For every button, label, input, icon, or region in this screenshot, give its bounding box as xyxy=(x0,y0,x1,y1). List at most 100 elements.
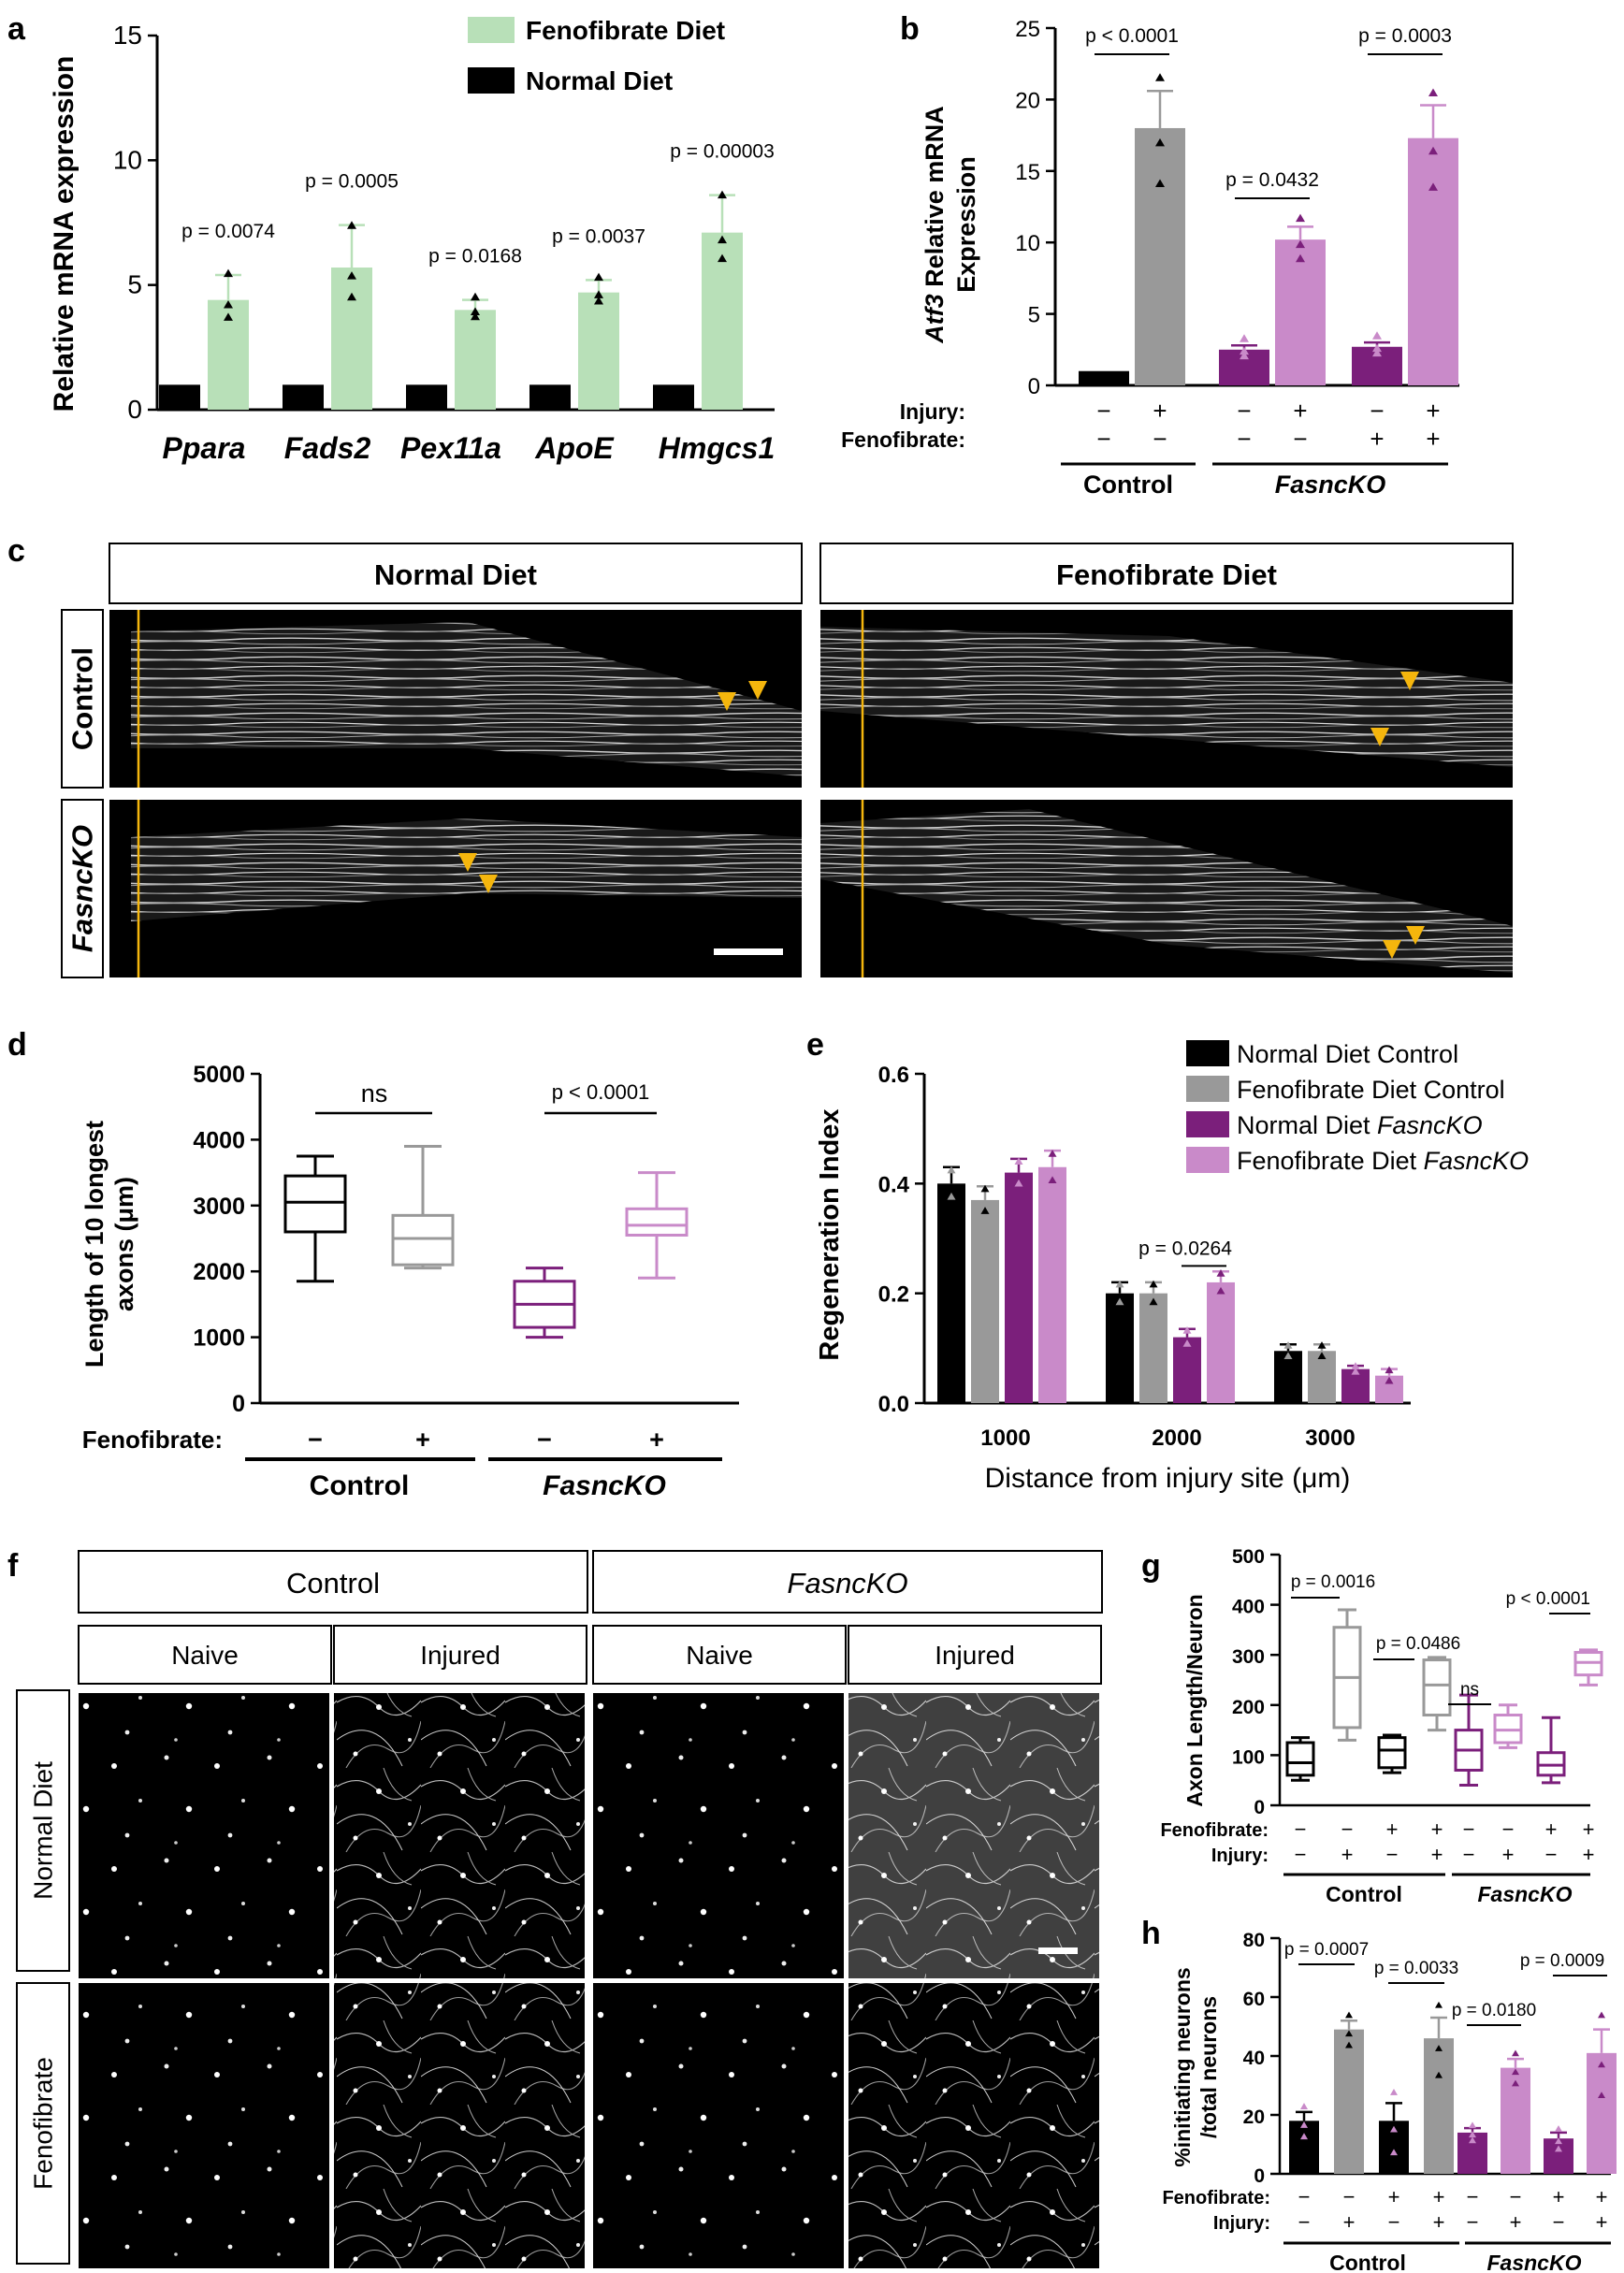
svg-text:Normal Diet FasncKO: Normal Diet FasncKO xyxy=(1237,1111,1483,1139)
panel-h-injury-sign: + xyxy=(1596,2210,1608,2234)
panel-g-injury-sign: + xyxy=(1341,1843,1354,1866)
panel-g-sig: p = 0.0486 xyxy=(1376,1634,1460,1654)
data-point xyxy=(347,271,356,280)
data-point xyxy=(224,300,233,309)
panel-b-chart: Atf3 Relative mRNA Expression 0 5 10 15 20 25… xyxy=(841,17,1459,499)
panel-g-chart: Axon Length/Neuron 0 100 200 300 400 500 Feno… xyxy=(1160,1546,1603,1906)
data-point xyxy=(1149,1297,1158,1306)
data-point xyxy=(1182,1339,1192,1347)
panel-f-sub-header xyxy=(78,1625,332,1685)
panel-e-bar xyxy=(1274,1351,1302,1403)
panel-h-injury-sign: + xyxy=(1510,2210,1522,2234)
panel-h-fenofibrate-sign: − xyxy=(1298,2185,1311,2208)
panel-b-injury-sign: − xyxy=(1370,397,1384,425)
panel-f-header-fasnko xyxy=(592,1550,1103,1614)
panel-e-bar xyxy=(1005,1172,1033,1403)
panel-e-ylabel: Regeneration Index xyxy=(815,1108,845,1360)
panel-g-group-fasnko: FasncKO xyxy=(1478,1882,1573,1906)
panel-b-y-tick-label: 5 xyxy=(1028,303,1040,328)
panel-d-y-tick-label: 1000 xyxy=(193,1325,245,1352)
panel-g-fenofibrate-sign: − xyxy=(1341,1817,1354,1841)
panel-h-group-control: Control xyxy=(1329,2251,1406,2273)
panel-f-sub-header xyxy=(333,1625,587,1685)
legend-swatch-fenofibrate xyxy=(468,17,515,43)
panel-c-header-fenofibrate xyxy=(819,543,1514,604)
data-point xyxy=(1345,2041,1353,2049)
legend-swatch xyxy=(1186,1040,1229,1066)
box xyxy=(1285,1741,1315,1777)
micrograph-fasnko-naive-fenofibrate xyxy=(593,1983,844,2268)
panel-a-xtick: Pex11a xyxy=(400,431,501,465)
panel-d-group-fasnko: FasncKO xyxy=(543,1470,666,1501)
panel-g-fenofibrate-sign: + xyxy=(1386,1817,1399,1841)
panel-e-bar xyxy=(971,1199,999,1403)
panel-h-bar xyxy=(1289,2121,1319,2174)
panel-b-fenofibrate-sign: + xyxy=(1370,425,1384,453)
data-point xyxy=(980,1207,990,1214)
box xyxy=(1377,1736,1407,1770)
panel-letter-d: d xyxy=(7,1027,27,1063)
panel-e-legend-italic: FasncKO xyxy=(1377,1111,1483,1139)
data-point xyxy=(1469,2121,1476,2129)
panel-d-ylabel: Length of 10 longest xyxy=(80,1121,109,1368)
panel-a-bar-normal xyxy=(529,384,571,410)
panel-e-bar xyxy=(1173,1337,1201,1403)
panel-b-group-control: Control xyxy=(1083,471,1173,499)
panel-d-y-tick-label: 3000 xyxy=(193,1194,245,1220)
panel-h-bar xyxy=(1544,2138,1573,2174)
panel-b-bar xyxy=(1275,239,1326,385)
data-point xyxy=(1300,2121,1308,2128)
panel-a-bar-normal xyxy=(406,384,447,410)
panel-c-micrographs: Normal Diet Fenofibrate Diet Control Fas… xyxy=(61,543,1514,978)
panel-b-fenofibrate-sign: − xyxy=(1293,425,1307,453)
panel-e-bar xyxy=(1308,1351,1336,1403)
panel-a-xtick: ApoE xyxy=(534,431,615,465)
panel-g-injury-sign: + xyxy=(1583,1843,1595,1866)
data-point xyxy=(1283,1352,1293,1360)
panel-g-injury-sign: + xyxy=(1502,1843,1515,1866)
panel-a-pvalue: p = 0.00003 xyxy=(670,141,775,163)
panel-d-fenofibrate-sign: + xyxy=(649,1426,664,1454)
panel-f-sub-label: Naive xyxy=(171,1641,239,1670)
data-point xyxy=(1390,2149,1398,2156)
data-point xyxy=(1216,1286,1225,1295)
panel-h-injury-sign: − xyxy=(1298,2210,1311,2234)
panel-f-sub-label: Naive xyxy=(686,1641,753,1670)
panel-d-group-control: Control xyxy=(310,1470,410,1501)
panel-c-header-normal xyxy=(109,543,803,604)
panel-e-legend-item: Normal Diet xyxy=(1237,1111,1377,1139)
arrowhead-icon xyxy=(479,875,498,893)
arrowhead-icon xyxy=(718,692,736,711)
micrograph-fasnko-injured-fenofibrate xyxy=(848,1983,1099,2268)
panel-h-injury-sign: − xyxy=(1553,2210,1565,2234)
panel-b-fenofibrate-sign: + xyxy=(1426,425,1440,453)
data-point xyxy=(1372,343,1382,353)
panel-c-header-fenofibrate-label: Fenofibrate Diet xyxy=(1056,558,1277,591)
data-point xyxy=(1296,253,1305,263)
panel-a-bar-fenofibrate xyxy=(455,310,496,410)
panel-letter-a: a xyxy=(7,11,26,47)
panel-f-header-control-label: Control xyxy=(286,1567,380,1600)
panel-c-row-fasnko xyxy=(61,799,104,978)
data-point xyxy=(1155,73,1165,81)
arrowhead-icon xyxy=(1400,672,1419,690)
panel-a-y-tick-label: 10 xyxy=(113,145,142,174)
panel-d-ylabel2: axons (μm) xyxy=(110,1177,138,1311)
svg-text:Fenofibrate Diet FasncKO: Fenofibrate Diet FasncKO xyxy=(1237,1147,1529,1175)
panel-e-chart: Regeneration Index 0.0 0.2 0.4 0.6 p = 0.02… xyxy=(815,1040,1529,1494)
panel-h-injury-sign: − xyxy=(1388,2210,1400,2234)
box xyxy=(283,1174,347,1234)
panel-h-bar xyxy=(1334,2029,1364,2174)
panel-h-fenofibrate-sign: + xyxy=(1553,2185,1565,2208)
data-point xyxy=(1216,1269,1225,1277)
panel-e-bar xyxy=(1038,1166,1066,1403)
data-point xyxy=(1555,2137,1562,2145)
data-point xyxy=(1155,138,1165,147)
panel-h-fenofibrate-sign: + xyxy=(1388,2185,1400,2208)
data-point xyxy=(1240,334,1249,342)
data-point xyxy=(1469,2136,1476,2144)
panel-h-pvalue: p = 0.0007 xyxy=(1284,1940,1369,1960)
data-point xyxy=(347,292,356,301)
panel-a-y-tick-label: 0 xyxy=(127,395,142,424)
panel-f-sub-label: Injured xyxy=(420,1641,500,1670)
